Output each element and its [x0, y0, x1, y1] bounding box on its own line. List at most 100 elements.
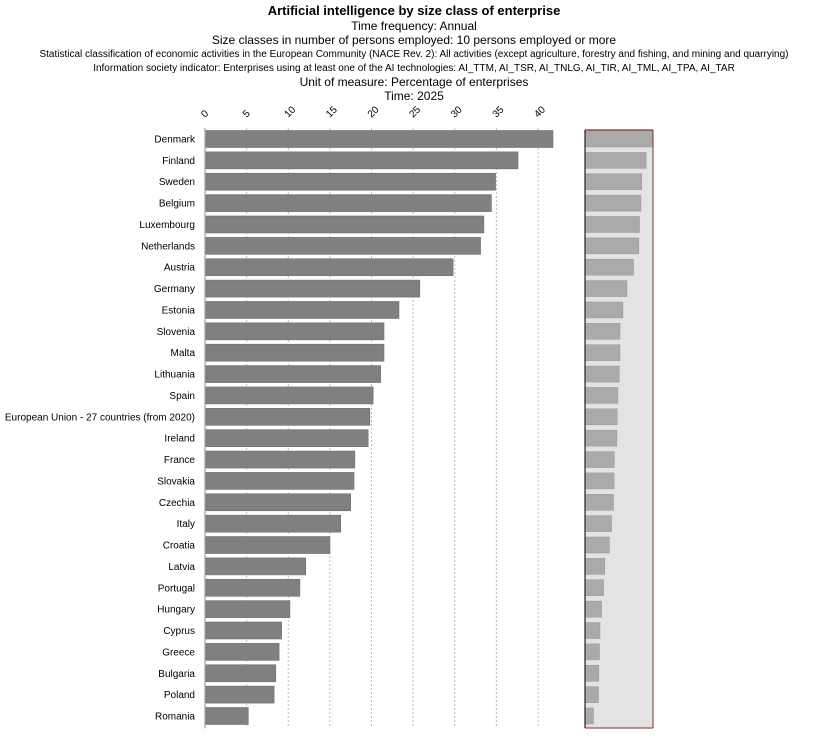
category-label: Spain — [169, 391, 195, 402]
bar — [205, 365, 381, 383]
bar — [205, 621, 282, 640]
bar — [205, 151, 519, 170]
subtitle-unit: Unit of measure: Percentage of enterpris… — [299, 75, 529, 89]
subtitle-indicator: Information society indicator: Enterpris… — [93, 63, 735, 74]
overview-bar — [584, 280, 628, 297]
overview-bar — [584, 301, 624, 319]
bar — [205, 322, 385, 341]
x-tick-label: 15 — [324, 104, 340, 120]
overview-bar — [584, 494, 614, 511]
overview-bar — [584, 323, 621, 340]
subtitle-time-frequency: Time frequency: Annual — [351, 19, 477, 33]
bar — [205, 130, 554, 148]
overview-bar — [584, 237, 640, 255]
bar — [205, 386, 374, 405]
overview-bar — [584, 387, 619, 404]
category-label: Sweden — [159, 177, 195, 188]
category-label: Hungary — [157, 605, 195, 616]
x-tick-label: 10 — [283, 104, 299, 120]
bar — [205, 472, 355, 490]
overview-bar — [584, 622, 601, 639]
category-label: Cyprus — [163, 626, 195, 637]
overview-bar — [584, 216, 640, 233]
category-label: Bulgaria — [158, 669, 195, 680]
overview-bar — [584, 579, 604, 597]
category-label: Lithuania — [154, 370, 195, 381]
category-label: Ireland — [164, 434, 195, 445]
overview-bar — [584, 600, 602, 618]
category-label: France — [164, 455, 196, 466]
category-label: Portugal — [158, 583, 195, 594]
category-label: Romania — [155, 711, 195, 722]
overview-bar — [584, 408, 618, 426]
bar — [205, 408, 371, 426]
subtitle-nace: Statistical classification of economic a… — [39, 49, 789, 60]
bar — [205, 450, 356, 469]
category-label: Italy — [177, 519, 195, 530]
overview-bar — [584, 665, 600, 682]
bar — [205, 643, 280, 661]
bar — [205, 215, 485, 234]
subtitle-time: Time: 2025 — [384, 89, 444, 103]
overview-bar — [584, 258, 634, 276]
overview-bar — [584, 472, 615, 490]
category-label: Greece — [162, 647, 195, 658]
category-label: Latvia — [168, 562, 195, 573]
category-label: Czechia — [159, 498, 196, 509]
x-tick-label: 35 — [491, 104, 507, 120]
overview-bar — [584, 707, 594, 725]
category-label: Poland — [164, 690, 195, 701]
x-tick-label: 5 — [241, 108, 253, 120]
category-label: Slovenia — [157, 327, 196, 338]
bar — [205, 536, 331, 554]
bar — [205, 514, 341, 533]
category-label: Estonia — [162, 305, 196, 316]
chart-title: Artificial intelligence by size class of… — [267, 3, 561, 18]
x-tick-label: 30 — [449, 104, 465, 120]
x-tick-label: 20 — [366, 104, 382, 120]
overview-bar — [584, 451, 615, 468]
overview-bar — [584, 429, 618, 447]
overview-bar — [584, 643, 600, 661]
bar — [205, 258, 454, 277]
bar — [205, 557, 307, 576]
category-label: European Union - 27 countries (from 2020… — [5, 412, 195, 423]
bar — [205, 343, 385, 362]
overview-bar — [584, 536, 610, 554]
bar — [205, 578, 301, 597]
overview-bar — [584, 515, 612, 532]
overview-bar — [584, 173, 643, 190]
bar — [205, 600, 291, 618]
bar — [205, 172, 496, 191]
overview-bar — [584, 344, 621, 361]
category-label: Slovakia — [157, 476, 195, 487]
bar — [205, 237, 481, 255]
x-tick-label: 25 — [407, 104, 423, 120]
category-label: Belgium — [159, 199, 195, 210]
category-label: Finland — [162, 156, 195, 167]
category-label: Malta — [171, 348, 196, 359]
bar — [205, 279, 421, 298]
overview-bar — [584, 194, 642, 212]
bar — [205, 429, 369, 447]
bar — [205, 664, 277, 683]
bar — [205, 707, 249, 725]
overview-bar — [584, 152, 647, 169]
bar — [205, 194, 492, 212]
category-label: Netherlands — [141, 241, 195, 252]
x-tick-label: 40 — [532, 104, 548, 120]
overview-bar — [584, 365, 620, 383]
category-label: Germany — [154, 284, 195, 295]
category-label: Croatia — [163, 541, 196, 552]
category-label: Austria — [164, 263, 196, 274]
overview-bar — [584, 130, 654, 148]
subtitle-size-class: Size classes in number of persons employ… — [211, 33, 617, 47]
bar — [205, 301, 400, 319]
category-label: Denmark — [154, 135, 196, 146]
overview-bar — [584, 686, 599, 703]
bar — [205, 685, 275, 704]
overview-bar — [584, 558, 605, 575]
category-label: Luxembourg — [139, 220, 195, 231]
x-tick-label: 0 — [199, 108, 211, 120]
